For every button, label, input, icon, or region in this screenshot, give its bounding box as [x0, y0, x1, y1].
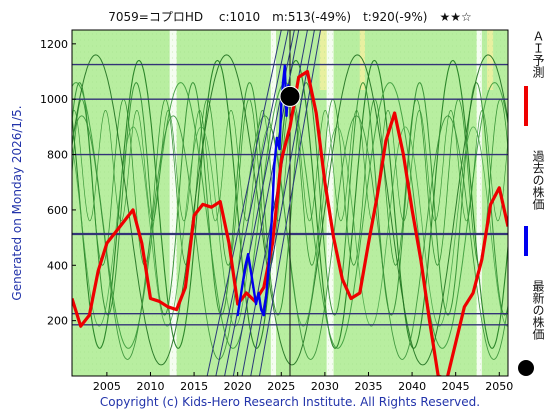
past-price-point: [280, 103, 283, 106]
past-price-point: [252, 286, 255, 289]
past-price-point: [241, 280, 245, 284]
series-lines: [72, 64, 508, 376]
past-price-point: [278, 147, 281, 151]
legend-ai-prediction: ＡＩ予測: [514, 30, 548, 140]
legend-past-label: 過去の株価: [531, 150, 545, 210]
highlight-band: [319, 30, 327, 90]
past-price-point: [281, 81, 285, 84]
past-price-point: [285, 114, 288, 118]
x-tick-label-2040: 2040: [398, 380, 426, 393]
y-tick-label-1200: 1200: [40, 38, 68, 51]
past-price-point: [283, 64, 286, 68]
trend-line-5: [215, 30, 289, 376]
reference-lines: [72, 30, 508, 376]
past-price-point: [275, 136, 279, 140]
latest-price-marker-ring: [279, 85, 301, 107]
legend-ai-label: ＡＩ予測: [531, 30, 545, 78]
trend-line-2: [250, 30, 315, 376]
past-price-point: [236, 313, 239, 317]
legend-past-swatch: [524, 226, 528, 256]
x-tick-label-2035: 2035: [354, 380, 382, 393]
x-tick-label-2020: 2020: [224, 380, 252, 393]
past-price-point: [265, 291, 268, 295]
past-price-point: [239, 297, 242, 300]
latest-price-marker: [280, 86, 300, 107]
background-band: [326, 30, 334, 376]
x-tick-label-2010: 2010: [136, 380, 164, 393]
legend-latest-label: 最新の株価: [531, 280, 545, 340]
past-price-point: [270, 219, 273, 223]
x-tick-label-2025: 2025: [267, 380, 295, 393]
x-tick-label-2005: 2005: [93, 380, 121, 393]
y-tick-label-600: 600: [47, 204, 68, 217]
y-tick-label-200: 200: [47, 315, 68, 328]
copyright-notice: Copyright (c) Kids-Hero Research Institu…: [99, 395, 481, 409]
past-price-point: [287, 84, 290, 87]
past-price-point: [246, 253, 250, 256]
past-price-point: [257, 291, 260, 295]
y-tick-label-1000: 1000: [40, 93, 68, 106]
legend-past-price: 過去の株価: [514, 150, 548, 260]
past-price-point: [244, 264, 247, 267]
x-tick-label-2015: 2015: [180, 380, 208, 393]
background-band: [476, 30, 482, 376]
background-band: [169, 30, 177, 376]
y-tick-label-800: 800: [47, 149, 68, 162]
past-price-point: [260, 308, 263, 311]
x-tick-label-2050: 2050: [485, 380, 513, 393]
legend: ＡＩ予測 過去の株価 最新の株価: [514, 30, 548, 376]
y-tick-label-400: 400: [47, 259, 68, 272]
past-price-point: [273, 164, 276, 167]
past-price-point: [249, 269, 252, 273]
legend-ai-swatch: [524, 86, 528, 126]
trend-line-6: [206, 30, 282, 376]
highlight-band: [487, 30, 494, 90]
plot-frame: [71, 29, 509, 377]
past-price-point: [254, 302, 258, 306]
past-price-point: [262, 313, 266, 317]
chart-title: 7059=コプロHD c:1010 m:513(-49%) t:920(-9%)…: [108, 10, 472, 24]
x-tick-label-2030: 2030: [311, 380, 339, 393]
past-price-point: [267, 258, 271, 261]
x-tick-label-2045: 2045: [442, 380, 470, 393]
series-ai_prediction: [72, 69, 508, 376]
legend-latest-dot: [518, 360, 534, 376]
legend-latest-price: 最新の株価: [514, 280, 548, 376]
axes: 2005 2010 2015 2020 2025 2030 2035 2040 2045 2050…: [40, 29, 513, 393]
